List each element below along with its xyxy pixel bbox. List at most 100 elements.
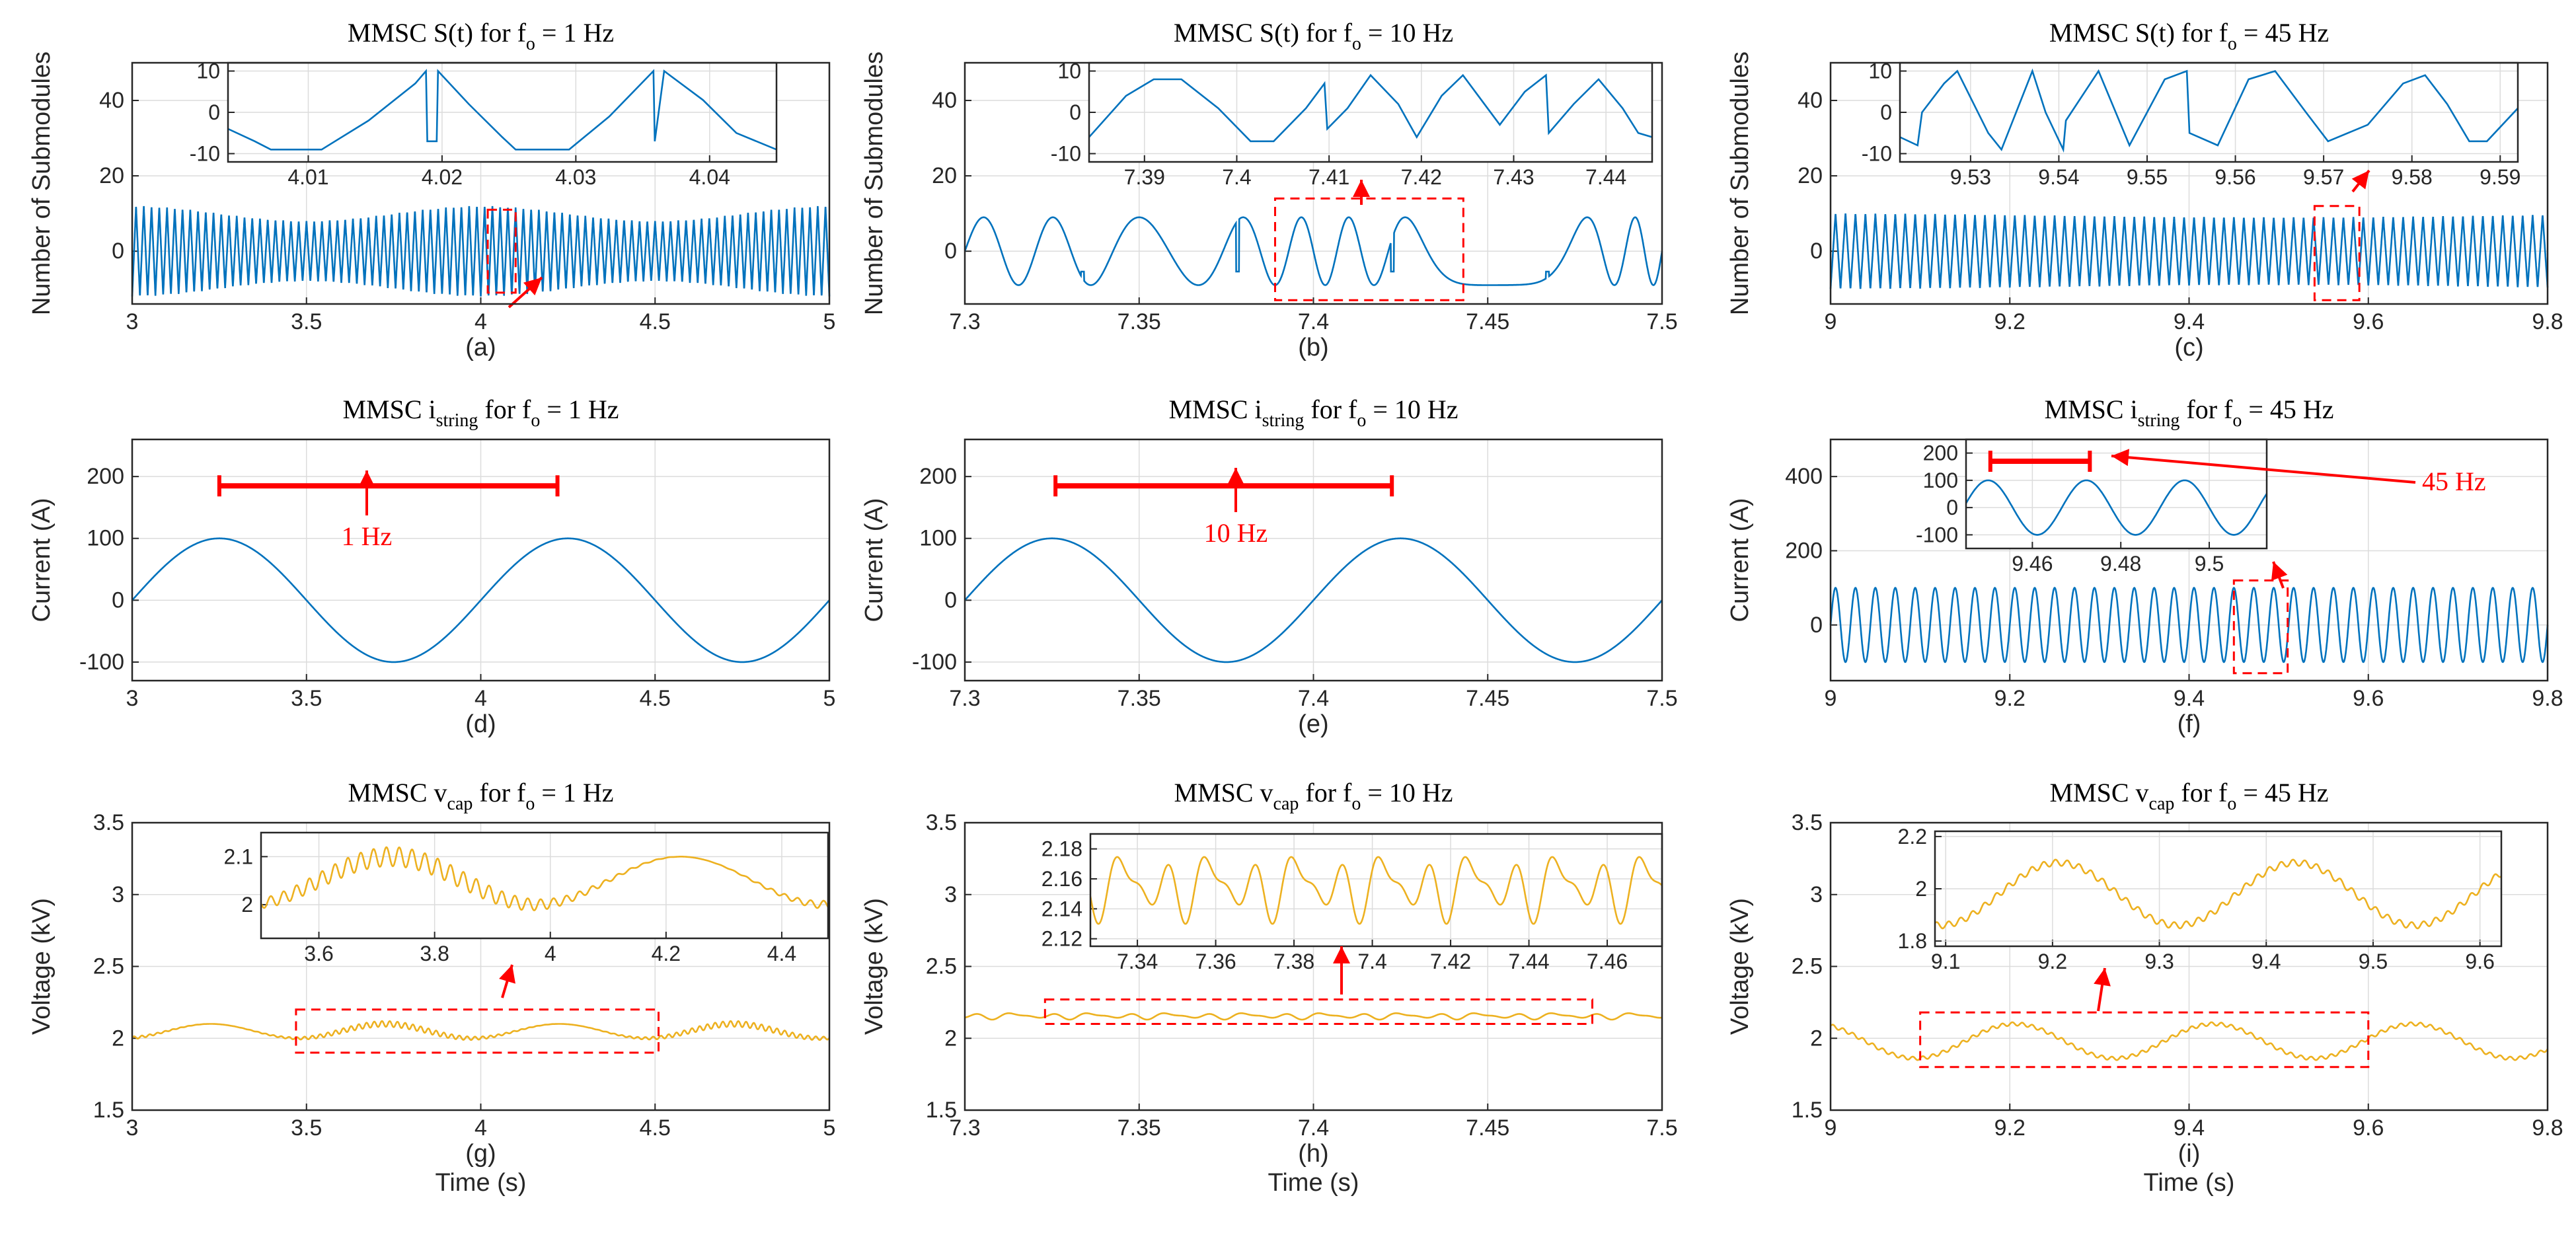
panel-e-xtick-label: 7.4	[1298, 686, 1329, 711]
panel-d-xtick-label: 3	[126, 686, 139, 711]
panel-e-series-line	[964, 537, 1663, 663]
panel-f-inset-series-line	[1965, 479, 2268, 536]
panel-b-inset-xtick-label: 7.43	[1493, 165, 1534, 189]
panel-h-xtick-label: 7.35	[1118, 1115, 1161, 1141]
panel-c-inset-ytick-label: -10	[1862, 142, 1892, 166]
panel-h-xtick-label: 7.3	[949, 1115, 980, 1141]
panel-i-xlabel: Time (s)	[2144, 1169, 2235, 1197]
panel-f-xtick-label: 9.4	[2174, 686, 2205, 711]
panel-h-title: MMSC vcap for fo = 10 Hz	[1174, 778, 1453, 814]
panel-b-ytick-label: 0	[944, 239, 957, 264]
panel-g-inset-xtick-label: 3.8	[420, 942, 449, 965]
panel-c-xtick-label: 9.4	[2174, 309, 2205, 334]
panel-h-xtick-label: 7.4	[1298, 1115, 1329, 1141]
panel-c-zoom-arrow-head	[2351, 170, 2369, 190]
panel-c-inset-xtick-label: 9.53	[1950, 165, 1991, 189]
panel-h-ytick-label: 1.5	[926, 1098, 957, 1123]
panel-a-inset-series-line	[227, 69, 777, 151]
panel-f-xtick-label: 9.8	[2532, 686, 2563, 711]
panel-d-ytick-label: -100	[79, 650, 124, 675]
panel-f-inset-ytick-label: 200	[1923, 441, 1958, 465]
panel-g-ytick-label: 3	[112, 882, 124, 907]
panel-f-inset-marker-arrow-shaft	[2111, 455, 2416, 484]
panel-b: 7.3 7.35 7.4 7.45 7.5 0 20 40 7.39 7.4 7.41 7.42 7.4…	[860, 18, 1678, 361]
panel-g-title: MMSC vcap for fo = 1 Hz	[348, 778, 613, 814]
panel-h-inset-ytick-label: 2.12	[1042, 927, 1082, 951]
panel-a-xtick-label: 3	[126, 309, 139, 334]
panel-b-zoom-box	[1273, 197, 1464, 301]
panel-g-inset-series-line	[260, 846, 829, 911]
panel-g-inset-ytick-label: 2	[241, 893, 253, 917]
panel-d-panel-label: (d)	[465, 710, 496, 738]
panel-f-inset-xtick-label: 9.48	[2100, 552, 2141, 576]
panel-i: 9 9.2 9.4 9.6 9.81.522.533.59.1 9.2 9.3 9.4 9.5 9…	[1726, 778, 2563, 1197]
panel-b-zoom-arrow-head	[1353, 180, 1370, 197]
panel-g-ylabel: Voltage (kV)	[28, 898, 56, 1035]
panel-c-inset-xtick-label: 9.55	[2127, 165, 2168, 189]
panel-e-arrow-head	[1227, 468, 1244, 485]
panel-f-ytick-label: 0	[1810, 613, 1823, 638]
panel-h-inset: 7.34 7.36 7.38 7.4 7.42 7.44 7.46 2.12 2.14 2.16 2…	[1042, 833, 1663, 973]
panel-i-ytick-label: 2	[1810, 1026, 1823, 1051]
panel-d-series-line	[132, 537, 831, 663]
panel-g: 3 3.5 4 4.5 5 1.5 2 2.5 3 3.5 3.6 3.8 4 4.2 4.4 2 2.1 MMS…	[28, 778, 835, 1197]
panel-i-ytick-label: 3	[1810, 882, 1823, 907]
panel-a-xtick-label: 3.5	[291, 309, 322, 334]
panel-g-inset-xtick-label: 4	[545, 942, 556, 965]
panel-c-inset-xtick-label: 9.59	[2480, 165, 2520, 189]
panel-i-ytick-label: 1.5	[1792, 1098, 1823, 1123]
panel-f-inset-ytick-label: 100	[1923, 469, 1958, 492]
panel-h-ytick-label: 2	[944, 1026, 957, 1051]
panel-d-ytick-label: 100	[87, 526, 124, 551]
panel-g-frame	[131, 821, 831, 1111]
panel-d-ytick-label: 0	[112, 587, 124, 613]
panel-f-inset-xtick-label: 9.5	[2195, 552, 2224, 576]
panel-f-series-line	[1829, 587, 2549, 663]
panel-i-xtick-label: 9.4	[2174, 1115, 2205, 1141]
panel-a-frame	[131, 61, 831, 305]
panel-c-zoom-box	[2313, 205, 2361, 301]
panel-b-xtick-label: 7.45	[1466, 309, 1509, 334]
panel-a-inset-ytick-label: 0	[208, 100, 220, 124]
panel-g-inset-xtick-label: 4.4	[767, 942, 796, 965]
panel-a-inset-xtick-label: 4.04	[689, 165, 730, 189]
panel-g-ytick-label: 3.5	[93, 810, 124, 835]
panel-h-xtick-label: 7.5	[1646, 1115, 1677, 1141]
panel-h-inset-plot-area	[1090, 834, 1662, 946]
panel-c-xtick-label: 9	[1825, 309, 1837, 334]
panel-g-xtick-label: 3.5	[291, 1115, 322, 1141]
panel-f-inset-xtick-label: 9.46	[2012, 552, 2053, 576]
panel-h-ylabel: Voltage (kV)	[860, 898, 888, 1035]
panel-c-xtick-label: 9.2	[1994, 309, 2026, 334]
panel-b-ytick-label: 40	[932, 88, 957, 113]
panel-i-inset-xtick-label: 9.3	[2144, 950, 2174, 973]
panel-b-inset-ytick-label: -10	[1051, 142, 1081, 166]
panel-i-series-line	[1830, 1021, 2549, 1061]
panel-h-zoom-box	[1043, 998, 1593, 1026]
panel-i-panel-label: (i)	[2178, 1140, 2201, 1168]
panel-c: 9 9.2 9.4 9.6 9.8 0 20 40 9.53 9.54 9.55 9.56 9.57 9.…	[1726, 18, 2563, 361]
panel-i-inset-series-line	[1934, 858, 2503, 930]
panel-b-inset-xtick-label: 7.41	[1308, 165, 1349, 189]
panel-a-title: MMSC S(t) for fo = 1 Hz	[348, 18, 614, 54]
panel-b-ylabel: Number of Submodules	[860, 52, 888, 315]
panel-i-inset-xtick-label: 9.5	[2359, 950, 2388, 973]
panel-f-zoom-arrow-head	[2271, 562, 2288, 581]
panel-a-ylabel: Number of Submodules	[28, 52, 56, 315]
panel-c-panel-label: (c)	[2174, 334, 2203, 361]
panel-g-ytick-label: 2	[112, 1026, 124, 1051]
panel-f-inset-marker-arrow-head	[2111, 449, 2130, 467]
panel-h-inset-ytick-label: 2.14	[1042, 897, 1082, 920]
panel-b-xtick-label: 7.4	[1298, 309, 1329, 334]
panel-b-frame	[964, 61, 1663, 305]
panel-g-xtick-label: 5	[823, 1115, 836, 1141]
panel-i-xtick-label: 9.2	[1994, 1115, 2026, 1141]
panel-i-inset-xtick-label: 9.6	[2465, 950, 2494, 973]
panel-e-ytick-label: 0	[944, 587, 957, 613]
panel-e-period-label: 10 Hz	[1204, 518, 1268, 548]
panel-f-zoom-box	[2232, 579, 2289, 675]
panel-g-inset: 3.6 3.8 4 4.2 4.4 2 2.1	[224, 831, 829, 965]
panel-g-panel-label: (g)	[465, 1140, 496, 1168]
panel-i-frame	[1829, 821, 2549, 1111]
